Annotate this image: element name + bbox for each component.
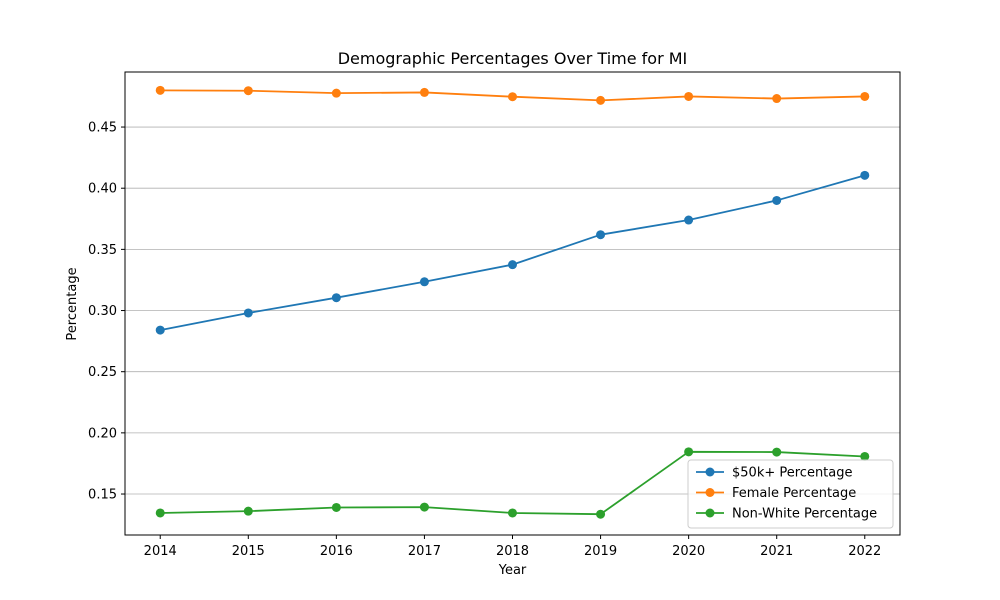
data-point [155,85,165,95]
data-point [155,508,165,518]
legend-swatch-marker [705,467,715,477]
legend-swatch-marker [705,508,715,518]
y-tick-label: 0.30 [88,304,117,319]
data-point [331,88,341,98]
data-point [772,447,782,457]
legend-box [687,459,894,529]
series-1 [155,85,870,105]
data-point [331,502,341,512]
data-point [508,92,517,102]
data-point [596,95,606,105]
legend-swatch-marker [705,488,715,497]
data-point [772,195,782,205]
legend: $50k+ Percentage Female Percentage Non-Whi… [687,459,894,529]
x-axis-ticks: 2014 2015 2016 2017 2018 2019 2020 2021 2022 [144,535,881,559]
data-point [419,87,429,97]
series-0 [155,170,870,335]
data-point [508,260,517,270]
data-point [684,91,694,101]
x-tick-label: 2015 [232,544,265,559]
x-tick-label: 2018 [496,544,529,559]
series-layer [155,85,870,519]
data-point [331,293,341,303]
y-tick-label: 0.35 [88,243,117,258]
series-2 [155,447,870,519]
legend-item: Female Percentage [696,486,856,501]
data-point [860,91,870,101]
legend-item: Non-White Percentage [696,507,877,522]
data-point [684,215,694,225]
legend-label: Non-White Percentage [732,507,877,522]
legend-item: $50k+ Percentage [696,466,853,481]
data-point [860,451,870,461]
x-tick-label: 2017 [408,544,441,559]
data-point [596,230,606,240]
y-axis-label: Percentage [65,267,80,340]
x-tick-label: 2016 [320,544,353,559]
data-point [860,170,870,180]
x-tick-label: 2014 [144,544,177,559]
y-axis-ticks: 0.15 0.20 0.25 0.30 0.35 0.40 0.45 [88,121,125,503]
grid-lines [125,126,900,495]
data-point [684,447,694,457]
x-tick-label: 2021 [760,544,793,559]
y-tick-label: 0.20 [88,426,117,441]
y-tick-label: 0.40 [88,182,117,197]
data-point [243,308,253,318]
data-point [243,506,253,516]
data-point [508,508,517,518]
data-point [772,94,782,104]
y-tick-label: 0.45 [88,121,117,136]
chart-title: Demographic Percentages Over Time for MI [338,49,688,68]
x-tick-label: 2019 [584,544,617,559]
x-tick-label: 2022 [848,544,881,559]
legend-label: Female Percentage [732,486,856,501]
legend-label: $50k+ Percentage [732,466,853,481]
y-tick-label: 0.25 [88,365,117,380]
x-tick-label: 2020 [672,544,705,559]
data-point [419,502,429,512]
x-axis-label: Year [498,563,527,578]
data-point [419,277,429,287]
data-point [243,86,253,96]
y-tick-label: 0.15 [88,488,117,503]
data-point [596,509,606,519]
data-point [155,325,165,335]
